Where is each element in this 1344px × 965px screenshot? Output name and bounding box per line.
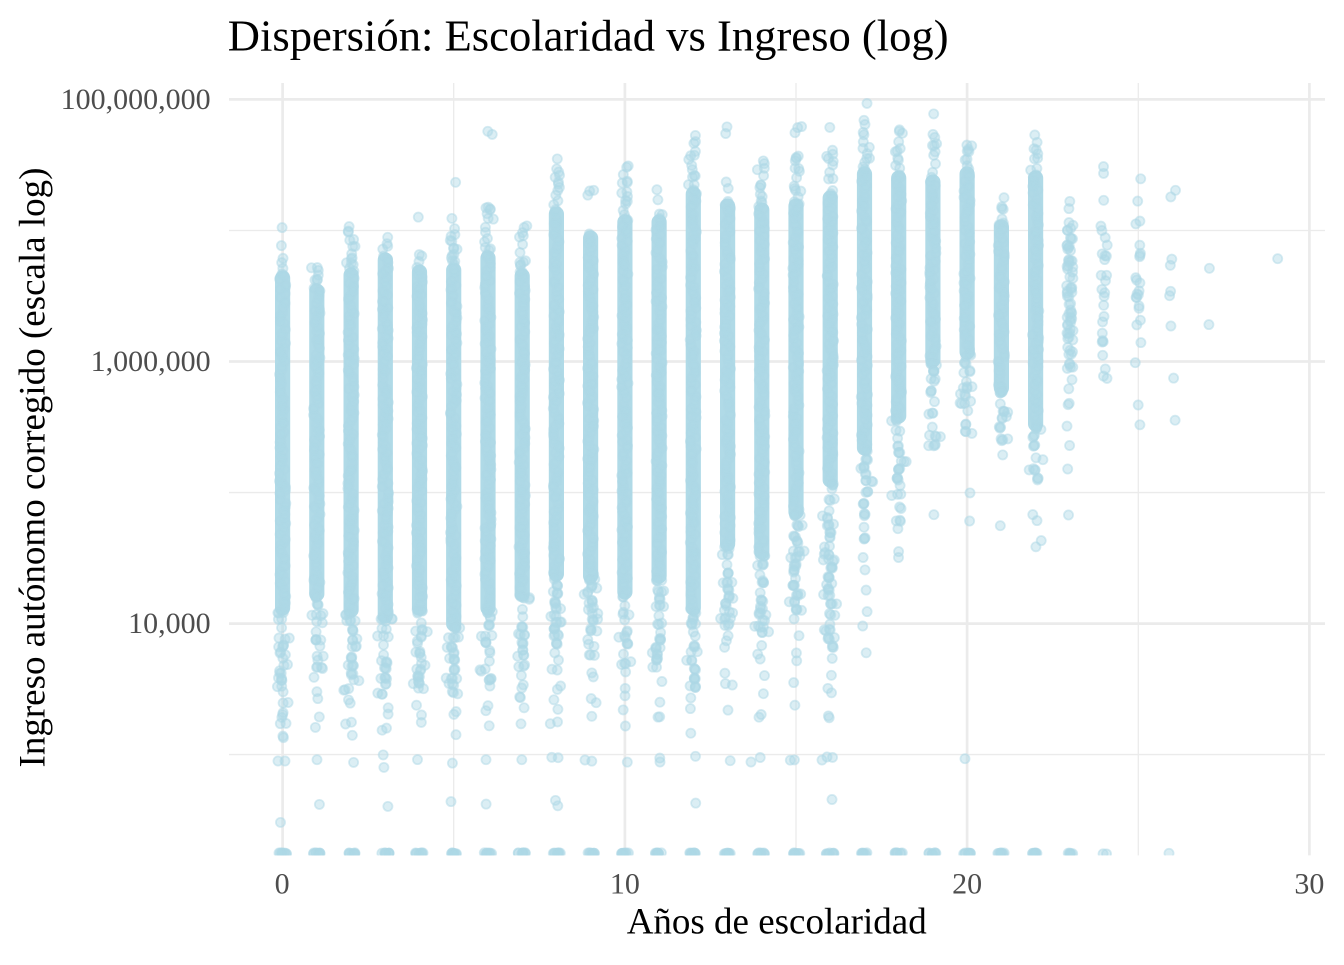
svg-text:Ingreso autónomo corregido (es: Ingreso autónomo corregido (escala log) bbox=[12, 167, 53, 767]
svg-text:1,000,000: 1,000,000 bbox=[91, 345, 211, 378]
svg-text:30: 30 bbox=[1294, 867, 1324, 900]
svg-text:10,000: 10,000 bbox=[128, 607, 211, 640]
svg-text:Años de escolaridad: Años de escolaridad bbox=[627, 901, 928, 942]
svg-text:20: 20 bbox=[952, 867, 982, 900]
svg-text:10: 10 bbox=[610, 867, 640, 900]
svg-text:Dispersión: Escolaridad vs Ing: Dispersión: Escolaridad vs Ingreso (log) bbox=[228, 11, 949, 61]
svg-text:100,000,000: 100,000,000 bbox=[61, 83, 211, 116]
svg-text:0: 0 bbox=[275, 867, 290, 900]
